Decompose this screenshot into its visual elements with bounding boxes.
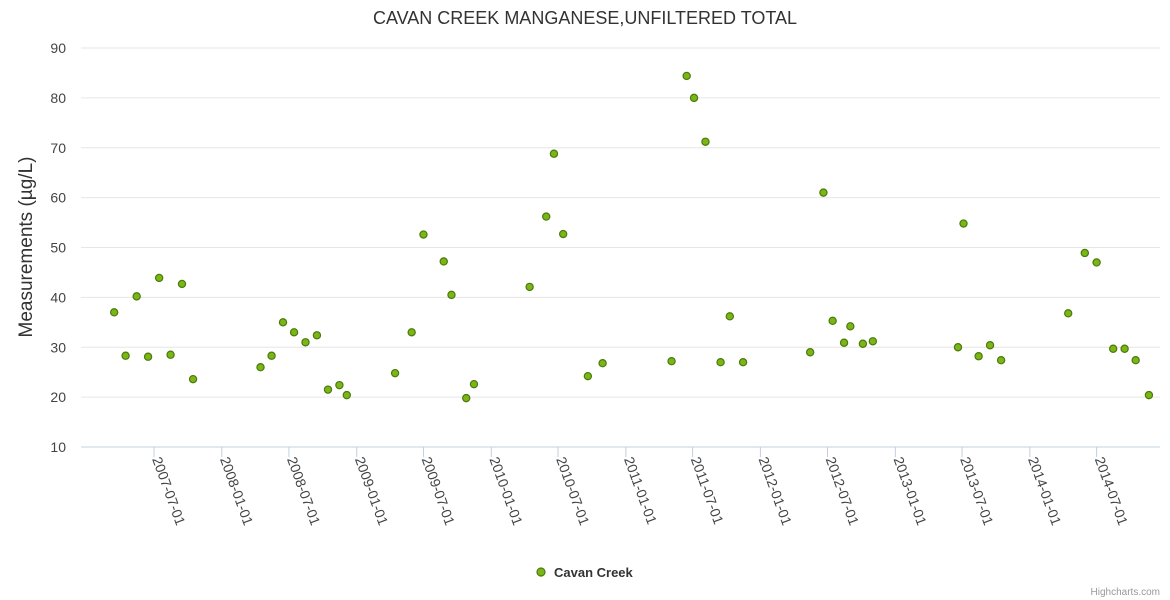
y-tick-label: 20 xyxy=(50,389,66,405)
x-tick-label: 2009-07-01 xyxy=(419,455,459,528)
x-tick-label: 2009-01-01 xyxy=(352,455,392,528)
data-point[interactable] xyxy=(716,358,725,367)
data-point[interactable] xyxy=(390,368,400,378)
data-point[interactable] xyxy=(598,359,607,368)
data-point[interactable] xyxy=(132,292,141,301)
data-point[interactable] xyxy=(469,379,479,389)
data-point[interactable] xyxy=(439,257,448,266)
data-point[interactable] xyxy=(701,137,710,146)
y-tick-label: 70 xyxy=(50,140,66,156)
data-point[interactable] xyxy=(256,363,265,372)
legend-item-cavan-creek[interactable]: Cavan Creek xyxy=(554,565,634,580)
y-tick-label: 10 xyxy=(50,439,66,455)
data-point[interactable] xyxy=(558,229,568,239)
y-axis-ticks: 10 20 30 40 50 60 70 80 90 xyxy=(50,40,66,455)
data-point[interactable] xyxy=(342,390,351,400)
data-point[interactable] xyxy=(289,328,299,337)
data-point[interactable] xyxy=(667,357,676,366)
data-point[interactable] xyxy=(974,352,983,361)
x-tick-label: 2013-01-01 xyxy=(890,455,930,528)
data-point[interactable] xyxy=(1144,390,1154,400)
legend-marker xyxy=(536,567,546,577)
x-tick-label: 2010-07-01 xyxy=(553,455,593,528)
data-point[interactable] xyxy=(278,318,288,327)
data-point[interactable] xyxy=(154,273,164,283)
data-point[interactable] xyxy=(682,71,691,81)
data-point[interactable] xyxy=(985,341,995,350)
data-point[interactable] xyxy=(407,328,416,337)
x-tick-label: 2008-07-01 xyxy=(284,455,324,528)
data-point[interactable] xyxy=(121,351,130,360)
x-tick-label: 2007-07-01 xyxy=(149,455,189,528)
x-tick-label: 2012-01-01 xyxy=(756,455,796,528)
y-tick-label: 30 xyxy=(50,339,66,355)
data-point[interactable] xyxy=(996,356,1006,365)
data-point[interactable] xyxy=(828,316,837,326)
y-tick-label: 50 xyxy=(50,240,66,256)
data-point[interactable] xyxy=(1120,344,1129,353)
data-point[interactable] xyxy=(689,93,699,103)
chart-title: CAVAN CREEK MANGANESE,UNFILTERED TOTAL xyxy=(373,8,797,28)
data-point[interactable] xyxy=(1092,258,1101,267)
x-tick-label: 2013-07-01 xyxy=(957,455,997,528)
legend[interactable]: Cavan Creek xyxy=(536,565,634,580)
y-tick-label: 60 xyxy=(50,190,66,206)
data-point[interactable] xyxy=(301,338,310,347)
data-point[interactable] xyxy=(846,322,855,331)
grid-lines xyxy=(81,47,1160,398)
data-point[interactable] xyxy=(1131,356,1140,365)
data-point[interactable] xyxy=(166,350,175,359)
data-point[interactable] xyxy=(447,290,456,300)
data-point[interactable] xyxy=(549,149,559,158)
chart-credit[interactable]: Highcharts.com xyxy=(1091,587,1160,598)
data-point[interactable] xyxy=(868,337,878,346)
data-point[interactable] xyxy=(805,348,815,357)
x-tick-label: 2014-07-01 xyxy=(1092,455,1132,528)
data-point[interactable] xyxy=(1080,248,1089,258)
data-point[interactable] xyxy=(583,371,593,381)
x-tick-label: 2014-01-01 xyxy=(1025,455,1065,528)
data-point[interactable] xyxy=(858,339,868,348)
data-point[interactable] xyxy=(143,352,153,361)
y-tick-label: 40 xyxy=(50,289,66,305)
y-axis-label: Measurements (µg/L) xyxy=(16,157,37,338)
data-point[interactable] xyxy=(953,343,963,352)
data-point[interactable] xyxy=(267,351,276,360)
data-point[interactable] xyxy=(525,282,534,292)
data-point[interactable] xyxy=(188,374,198,384)
x-tick-label: 2008-01-01 xyxy=(217,455,257,528)
data-point[interactable] xyxy=(419,230,428,239)
data-point[interactable] xyxy=(542,212,551,221)
series-cavan-creek xyxy=(109,71,1154,403)
data-point[interactable] xyxy=(1064,309,1073,318)
data-point[interactable] xyxy=(323,385,333,394)
data-point[interactable] xyxy=(109,308,119,317)
data-point[interactable] xyxy=(462,393,471,403)
x-tick-label: 2011-01-01 xyxy=(621,455,660,527)
data-point[interactable] xyxy=(959,219,968,228)
data-point[interactable] xyxy=(839,338,849,347)
data-point[interactable] xyxy=(1108,344,1118,353)
data-point[interactable] xyxy=(335,380,344,390)
x-axis-ticks: 2007-07-01 2008-01-01 2008-07-01 2009-01-01… xyxy=(149,447,1131,528)
x-tick-label: 2012-07-01 xyxy=(823,455,863,528)
data-point[interactable] xyxy=(312,331,322,340)
data-point[interactable] xyxy=(177,279,187,289)
data-point[interactable] xyxy=(725,312,735,321)
data-point[interactable] xyxy=(738,358,748,367)
x-tick-label: 2010-01-01 xyxy=(486,455,526,528)
y-tick-label: 90 xyxy=(50,40,66,56)
y-tick-label: 80 xyxy=(50,90,66,106)
x-tick-label: 2011-07-01 xyxy=(688,455,727,527)
data-point[interactable] xyxy=(819,188,828,197)
